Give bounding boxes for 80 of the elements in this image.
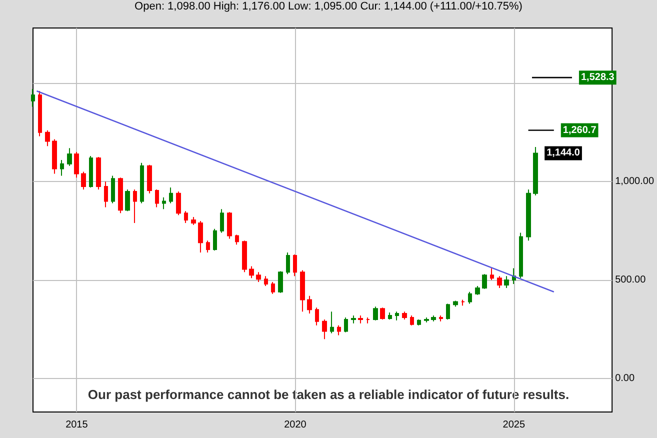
y-tick-label: 500.00 <box>615 274 646 286</box>
candlestick <box>286 252 290 275</box>
candlestick <box>104 181 108 208</box>
candlestick <box>366 316 370 324</box>
data-label: 1,260.7 <box>562 124 597 136</box>
candlestick <box>315 307 319 326</box>
candlestick <box>147 164 152 194</box>
candlestick <box>242 240 247 273</box>
candlestick <box>155 188 159 208</box>
candlestick <box>497 276 502 288</box>
candlestick <box>293 254 297 277</box>
candlestick <box>256 272 261 283</box>
data-label: 1,528.3 <box>580 72 615 84</box>
candlestick <box>380 307 385 320</box>
candlestick <box>74 152 79 178</box>
candlestick <box>300 270 305 312</box>
candlestick <box>424 316 429 323</box>
candlestick <box>461 299 465 306</box>
candlestick <box>468 291 472 304</box>
candlestick <box>351 315 356 324</box>
candlestick <box>176 190 181 216</box>
candlestick <box>446 303 450 320</box>
candlestick <box>322 318 327 340</box>
x-tick-label: 2025 <box>502 420 526 430</box>
candlestick <box>526 188 531 242</box>
candlestick <box>45 130 50 147</box>
candlestick <box>490 268 494 281</box>
candlestick <box>307 295 312 314</box>
x-tick-label: 2015 <box>66 420 88 430</box>
candlestick <box>439 315 443 322</box>
candlestick <box>96 156 101 190</box>
candlestick <box>52 138 57 174</box>
candlestick <box>344 316 348 333</box>
y-tick-label: 1,000.00 <box>615 176 654 188</box>
candlestick <box>330 311 334 334</box>
candlestick <box>417 318 421 326</box>
candlestick <box>358 315 363 324</box>
candlestick <box>133 188 137 224</box>
candlestick <box>410 315 414 326</box>
candlestick <box>482 274 487 290</box>
candlestick <box>89 156 93 188</box>
candlestick <box>337 324 341 336</box>
candlestick <box>206 240 210 253</box>
candlestick <box>249 266 254 279</box>
candlestick <box>31 88 35 108</box>
candlestick <box>67 148 72 166</box>
candlestick <box>533 146 538 196</box>
candlestick <box>278 270 283 294</box>
x-tick-label: 2020 <box>284 420 307 430</box>
candlestick <box>475 285 480 296</box>
candlestick <box>162 196 166 210</box>
candlestick <box>395 311 399 321</box>
candlestick <box>169 187 173 204</box>
chart-subtitle: Open: 1,098.00 High: 1,176.00 Low: 1,095.00 Cur: 1,144.00 (+111.00/+10.75%) <box>134 0 522 12</box>
candlestick <box>453 300 458 308</box>
candlestick <box>504 276 509 288</box>
candlestick <box>60 159 64 176</box>
candlestick <box>198 220 203 253</box>
candlestick <box>220 208 224 234</box>
candlestick <box>388 312 392 320</box>
candlestick <box>111 175 115 204</box>
candlestick <box>227 212 232 240</box>
candlestick <box>264 276 268 286</box>
candlestick <box>402 311 407 320</box>
candlestick <box>235 234 239 246</box>
candlestick <box>140 162 144 204</box>
candlestick <box>431 315 436 322</box>
candlestick <box>519 232 523 279</box>
candlestick <box>191 216 196 226</box>
candlestick <box>373 306 378 321</box>
candlestick <box>271 282 275 294</box>
candlestick <box>38 90 42 137</box>
candlestick <box>213 228 217 252</box>
annotation: Our past performance cannot be taken as a reliable indicator of future results. <box>88 387 570 402</box>
candlestick <box>184 210 188 224</box>
candlestick <box>81 171 86 190</box>
annotation: 1,144.0 <box>546 148 580 159</box>
candlestick <box>125 188 130 212</box>
y-tick-label: 0.00 <box>615 373 635 384</box>
candlestick <box>118 177 123 214</box>
